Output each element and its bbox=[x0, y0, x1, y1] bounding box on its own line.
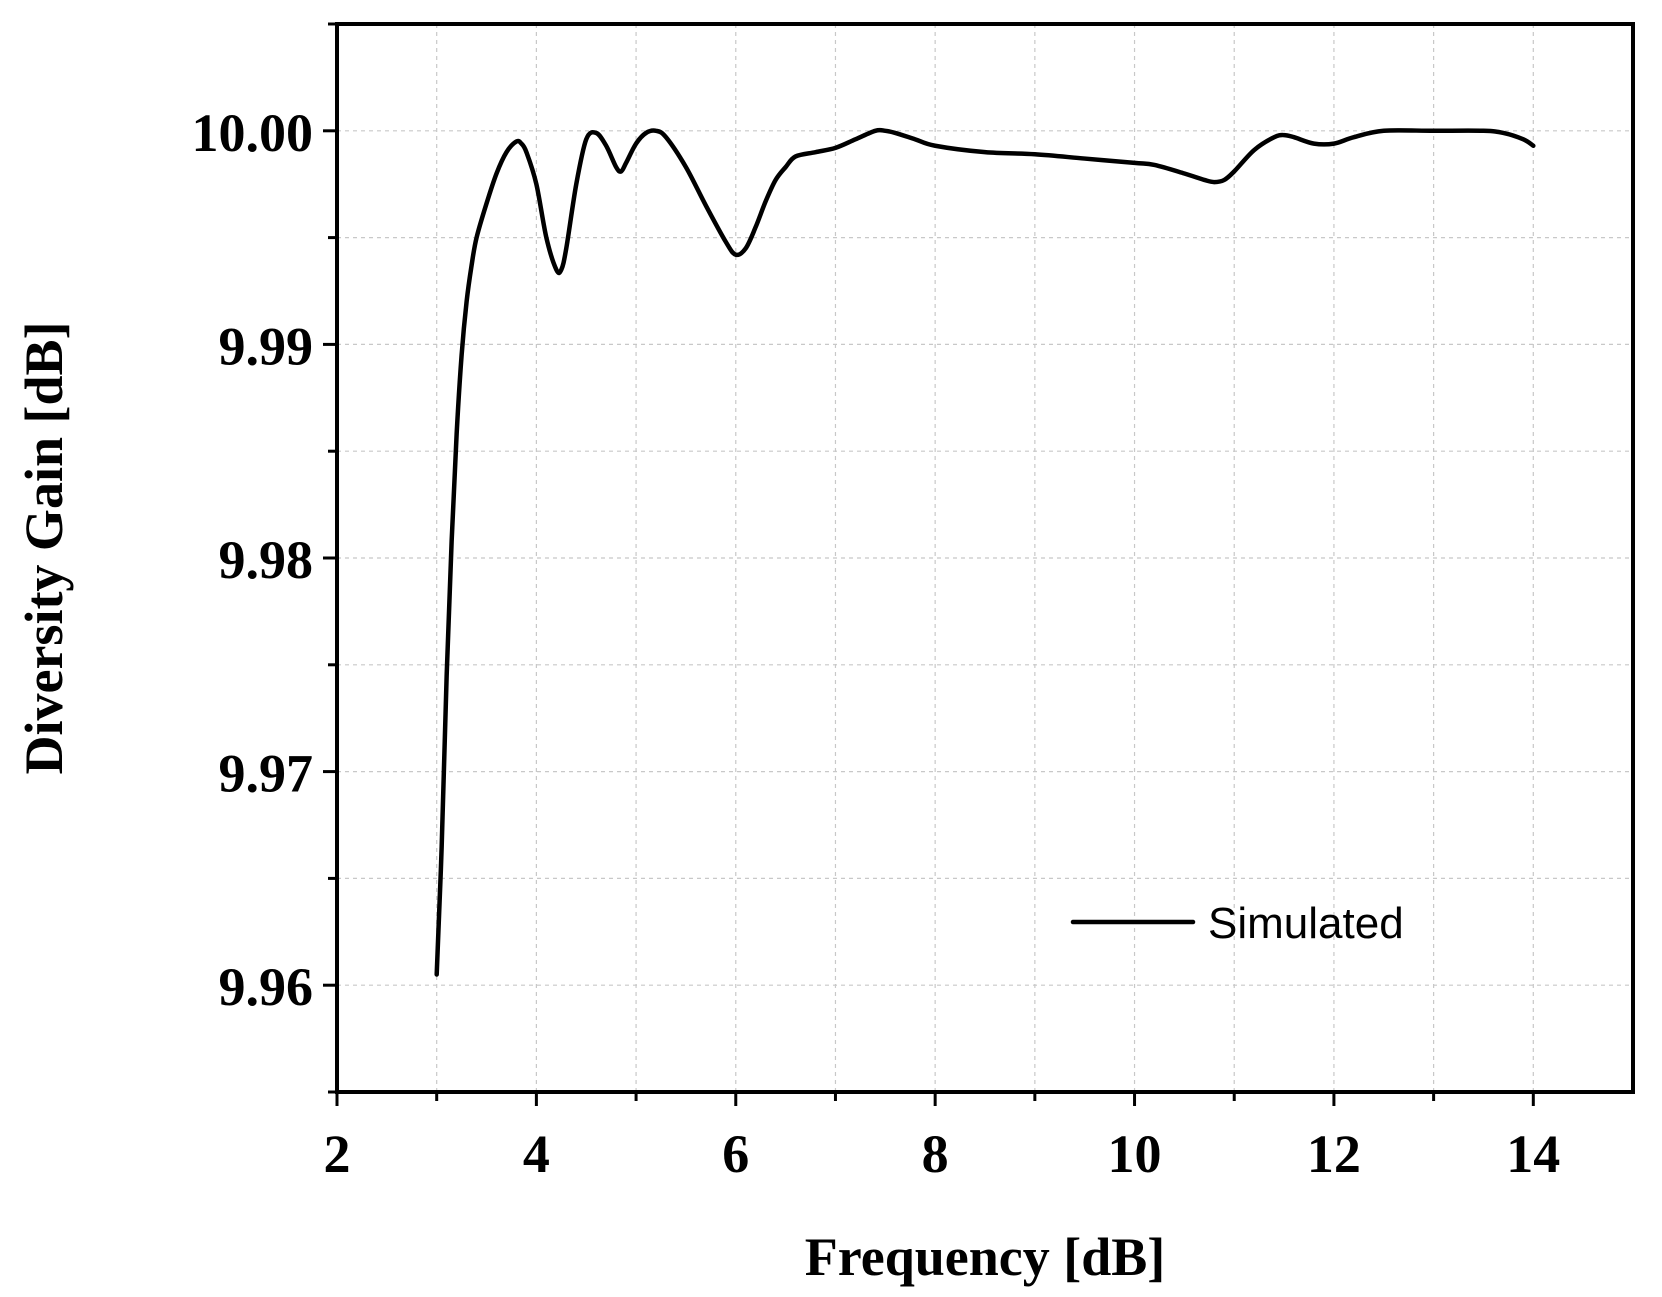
y-tick-label: 9.96 bbox=[219, 957, 314, 1017]
x-tick-label: 2 bbox=[324, 1124, 351, 1184]
x-tick-label: 14 bbox=[1506, 1124, 1560, 1184]
y-tick-label: 9.97 bbox=[219, 744, 314, 804]
tick-layer: 2 4 6 8 10 12 14 9.96 9.97 9.98 9.99 10.00 bbox=[192, 22, 1560, 1184]
series-layer bbox=[434, 127, 1536, 977]
y-tick-label: 9.99 bbox=[219, 316, 314, 376]
x-tick-label: 4 bbox=[523, 1124, 550, 1184]
y-axis-title: Diversity Gain [dB] bbox=[14, 322, 74, 775]
y-tick-label: 9.98 bbox=[219, 530, 314, 590]
x-tick-label: 10 bbox=[1108, 1124, 1162, 1184]
x-tick-label: 6 bbox=[722, 1124, 749, 1184]
x-axis-title: Frequency [dB] bbox=[805, 1227, 1166, 1287]
grid-layer bbox=[337, 23, 1633, 1093]
x-tick-label: 8 bbox=[922, 1124, 949, 1184]
legend: Simulated bbox=[1070, 899, 1404, 948]
y-tick-label: 10.00 bbox=[192, 103, 314, 163]
series-line-simulated bbox=[434, 127, 1536, 977]
x-tick-label: 12 bbox=[1307, 1124, 1361, 1184]
legend-label-simulated: Simulated bbox=[1208, 899, 1404, 948]
